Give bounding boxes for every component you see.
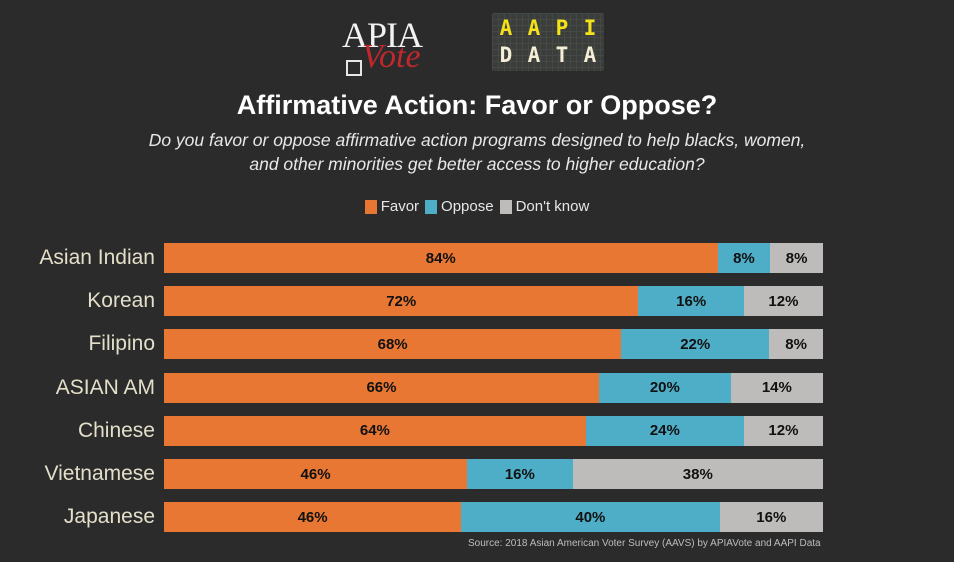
bar-segment-dont-know: 14% [730, 372, 823, 403]
checkbox-icon [346, 60, 362, 76]
legend-item-dont-know: Don't know [499, 198, 590, 215]
legend-swatch-favor [364, 199, 377, 214]
data-label: 8% [785, 335, 807, 353]
data-label: 16% [676, 292, 707, 310]
bar-segment-oppose: 8% [717, 243, 771, 273]
data-label: 12% [768, 422, 799, 440]
data-label: 72% [386, 292, 417, 310]
legend-swatch-oppose [425, 199, 438, 214]
data-label: 16% [504, 465, 535, 483]
legend-label: Oppose [441, 198, 494, 215]
bar-segment-favor: 68% [164, 329, 622, 360]
legend: Favor Oppose Don't know [0, 198, 954, 215]
data-label: 84% [425, 249, 456, 267]
aapi-logo-row: A A P I [492, 16, 604, 40]
source-note: Source: 2018 Asian American Voter Survey… [468, 538, 821, 549]
bar-segment-oppose: 24% [585, 415, 744, 446]
legend-item-oppose: Oppose [425, 198, 494, 215]
data-label: 66% [366, 379, 397, 397]
bar-segment-dont-know: 12% [743, 415, 823, 446]
data-label: 8% [733, 249, 755, 267]
bar-segment-favor: 46% [164, 459, 468, 489]
bar-segment-oppose: 16% [467, 459, 573, 489]
data-label: 40% [575, 508, 606, 526]
bar-segment-dont-know: 38% [572, 459, 823, 489]
legend-swatch-dont-know [499, 199, 512, 214]
bar-segment-favor: 72% [164, 286, 639, 317]
data-label: 46% [300, 465, 331, 483]
data-label: 8% [785, 249, 808, 267]
bar-segment-oppose: 40% [461, 502, 720, 533]
legend-item-favor: Favor [364, 198, 420, 215]
logos: APIA Vote A A P I D A T A [0, 10, 954, 76]
data-label: 46% [297, 508, 328, 526]
category-label: Japanese [63, 505, 155, 529]
bar-segment-favor: 84% [164, 243, 718, 273]
logo-letter: A [527, 16, 541, 40]
bar-segment-favor: 46% [164, 502, 462, 533]
data-label: 20% [649, 379, 680, 397]
data-label: 14% [761, 379, 792, 397]
logo-letter: P [555, 16, 569, 40]
logo-letter: D [499, 43, 513, 67]
bar-segment-favor: 64% [164, 415, 586, 446]
bar-segment-dont-know: 8% [769, 329, 823, 360]
category-label: Chinese [77, 418, 155, 442]
apiavote-logo: APIA Vote [340, 12, 448, 78]
legend-label: Don't know [515, 198, 590, 215]
bar-segment-oppose: 22% [621, 329, 770, 360]
vote-logo-text: Vote [362, 38, 421, 75]
apia-logo-text: APIA [342, 15, 423, 55]
logo-letter: I [583, 16, 597, 40]
data-logo-row: D A T A [492, 43, 604, 67]
category-label: Filipino [88, 332, 155, 356]
data-label: 12% [768, 292, 799, 310]
category-label: Asian Indian [39, 246, 155, 269]
aapi-data-logo: A A P I D A T A [492, 13, 604, 71]
chart-title: Affirmative Action: Favor or Oppose? [236, 90, 718, 120]
data-label: 68% [377, 335, 408, 353]
category-label: Korean [87, 289, 155, 313]
data-label: 22% [680, 335, 711, 353]
logo-letter: A [527, 43, 541, 67]
data-label: 64% [359, 422, 390, 440]
chart-subtitle: Do you favor or oppose affirmative actio… [148, 130, 806, 174]
logo-letter: T [555, 43, 569, 67]
category-label: ASIAN AM [55, 375, 155, 399]
legend-label: Favor [380, 198, 420, 215]
data-label: 24% [649, 422, 680, 440]
data-label: 16% [756, 508, 787, 526]
logo-letter: A [499, 16, 513, 40]
data-label: 38% [682, 465, 713, 483]
bar-segment-dont-know: 12% [743, 286, 823, 317]
bar-segment-oppose: 20% [598, 372, 731, 403]
bar-segment-oppose: 16% [638, 286, 744, 317]
category-label: Vietnamese [44, 462, 155, 485]
bar-segment-dont-know: 8% [770, 243, 823, 273]
logo-letter: A [583, 43, 597, 67]
bar-segment-dont-know: 16% [719, 502, 823, 533]
bar-segment-favor: 66% [164, 372, 599, 403]
